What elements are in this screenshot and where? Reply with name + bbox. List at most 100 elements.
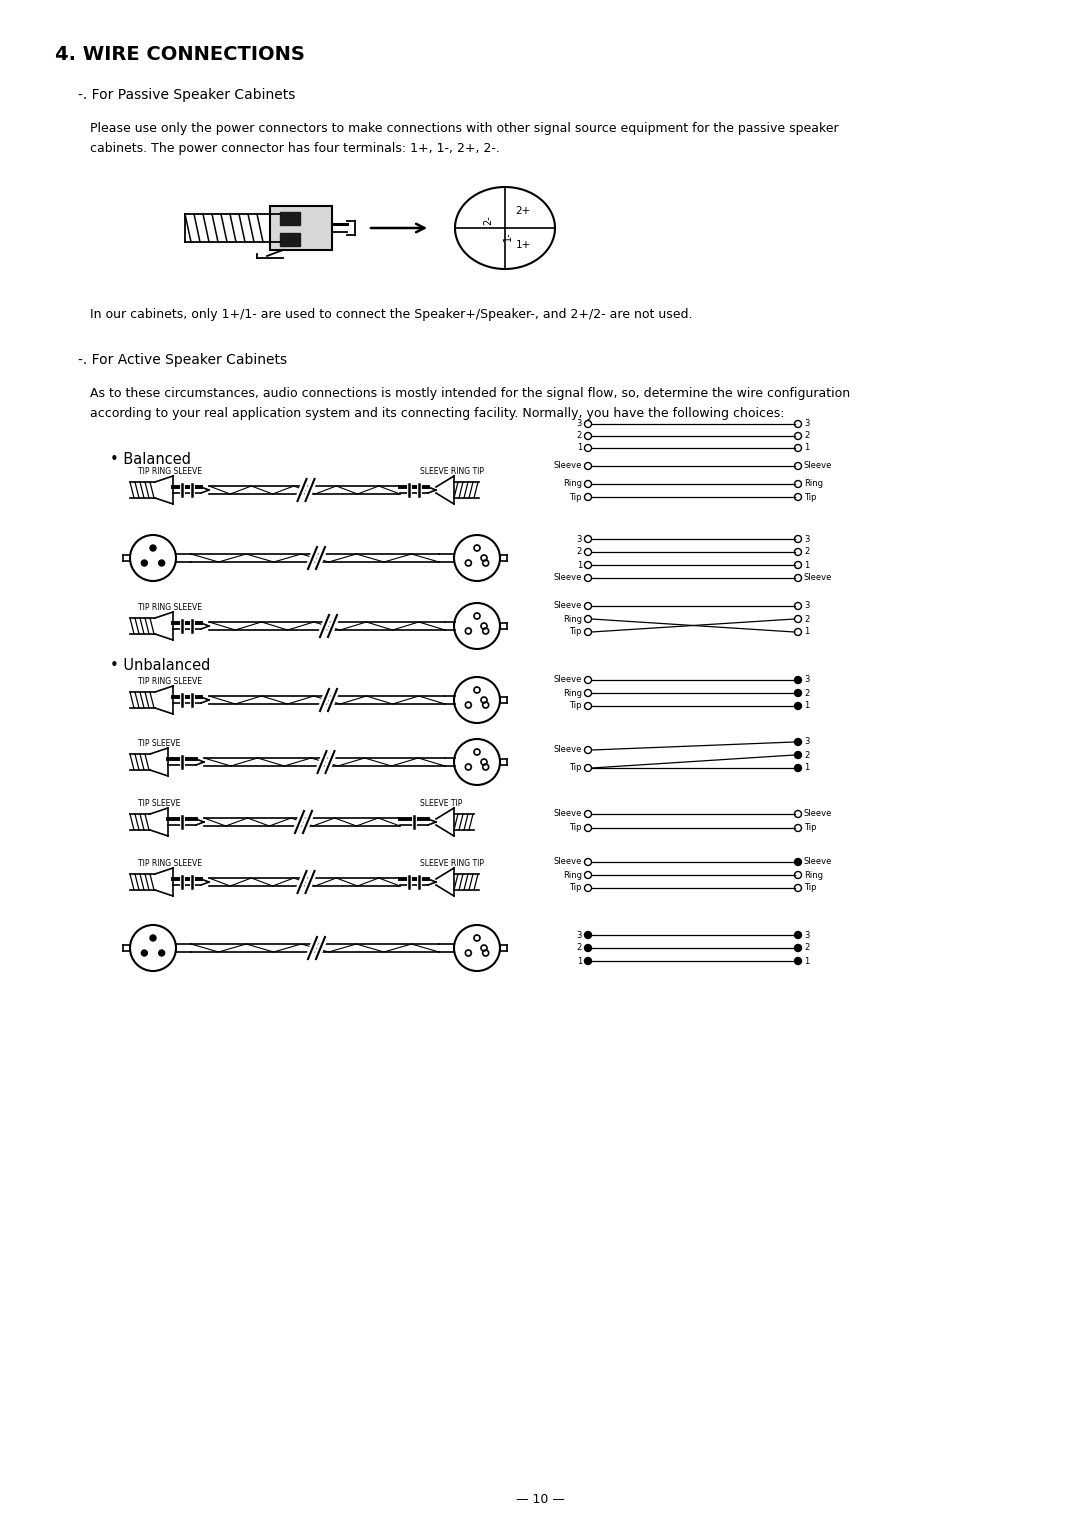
Text: TIP SLEEVE: TIP SLEEVE [138,799,180,808]
Text: Tip: Tip [804,493,816,501]
Bar [280,234,300,246]
Circle shape [795,957,801,965]
Circle shape [795,690,801,696]
Text: according to your real application system and its connecting facility. Normally,: according to your real application syste… [90,408,784,420]
Text: Ring: Ring [804,870,823,880]
Text: In our cabinets, only 1+/1- are used to connect the Speaker+/Speaker-, and 2+/2-: In our cabinets, only 1+/1- are used to … [90,308,692,321]
Text: -. For Active Speaker Cabinets: -. For Active Speaker Cabinets [78,353,287,366]
Circle shape [141,560,147,567]
Circle shape [795,765,801,771]
Text: 2: 2 [804,432,809,440]
Text: 2: 2 [577,548,582,556]
Circle shape [141,950,147,956]
Text: 2: 2 [804,750,809,759]
Text: Please use only the power connectors to make connections with other signal sourc: Please use only the power connectors to … [90,122,839,134]
Text: 3: 3 [577,534,582,544]
Circle shape [454,534,500,580]
Circle shape [795,858,801,866]
Circle shape [150,935,156,941]
Circle shape [795,676,801,684]
Text: Sleeve: Sleeve [804,574,833,582]
Text: Tip: Tip [569,823,582,832]
Text: TIP RING SLEEVE: TIP RING SLEEVE [138,603,202,612]
Text: 2: 2 [577,944,582,953]
Text: 2: 2 [804,689,809,698]
Text: Tip: Tip [804,884,816,892]
Circle shape [795,751,801,759]
Circle shape [795,945,801,951]
Circle shape [454,739,500,785]
Text: • Balanced: • Balanced [110,452,191,467]
Text: Tip: Tip [569,493,582,501]
Text: 2: 2 [804,944,809,953]
Text: cabinets. The power connector has four terminals: 1+, 1-, 2+, 2-.: cabinets. The power connector has four t… [90,142,500,156]
Text: 3: 3 [804,602,809,611]
Text: Sleeve: Sleeve [554,461,582,470]
Text: Tip: Tip [804,823,816,832]
Text: Sleeve: Sleeve [554,675,582,684]
Circle shape [584,931,592,939]
Text: 1: 1 [804,560,809,570]
Circle shape [454,676,500,722]
Text: 3: 3 [804,534,809,544]
Text: 1: 1 [804,764,809,773]
Text: 2: 2 [804,548,809,556]
Circle shape [795,702,801,710]
Text: 1: 1 [804,701,809,710]
Text: 1: 1 [804,628,809,637]
Text: As to these circumstances, audio connections is mostly intended for the signal f: As to these circumstances, audio connect… [90,386,850,400]
Text: Tip: Tip [569,764,582,773]
Text: 2: 2 [804,614,809,623]
Text: Ring: Ring [563,870,582,880]
Text: 1-: 1- [503,231,513,241]
Text: Sleeve: Sleeve [554,602,582,611]
Text: Sleeve: Sleeve [554,858,582,866]
Text: TIP RING SLEEVE: TIP RING SLEEVE [138,676,202,686]
Text: • Unbalanced: • Unbalanced [110,658,211,673]
Text: 3: 3 [804,420,809,429]
Text: Ring: Ring [563,614,582,623]
Circle shape [159,560,164,567]
Text: 3: 3 [804,675,809,684]
Text: 2: 2 [577,432,582,440]
Text: Tip: Tip [569,628,582,637]
Text: 2+: 2+ [515,206,530,215]
Bar [280,212,300,224]
Text: Ring: Ring [563,479,582,489]
Circle shape [130,925,176,971]
Text: Tip: Tip [569,884,582,892]
Text: Sleeve: Sleeve [804,461,833,470]
Text: 1: 1 [577,443,582,452]
Text: Ring: Ring [804,479,823,489]
Text: 1: 1 [577,560,582,570]
Text: TIP SLEEVE: TIP SLEEVE [138,739,180,748]
Text: TIP RING SLEEVE: TIP RING SLEEVE [138,467,202,476]
Text: SLEEVE RING TIP: SLEEVE RING TIP [420,860,484,867]
Text: Tip: Tip [569,701,582,710]
Text: 1: 1 [804,443,809,452]
Text: SLEEVE RING TIP: SLEEVE RING TIP [420,467,484,476]
Text: SLEEVE TIP: SLEEVE TIP [420,799,462,808]
Text: Ring: Ring [563,689,582,698]
Text: 1+: 1+ [515,240,530,250]
Text: — 10 —: — 10 — [515,1493,565,1506]
Circle shape [795,931,801,939]
Text: 1: 1 [804,956,809,965]
Text: 3: 3 [804,738,809,747]
Text: 4. WIRE CONNECTIONS: 4. WIRE CONNECTIONS [55,44,305,64]
Text: 3: 3 [804,930,809,939]
Circle shape [130,534,176,580]
Text: TIP RING SLEEVE: TIP RING SLEEVE [138,860,202,867]
Circle shape [150,545,156,551]
Bar [270,206,332,250]
Text: Sleeve: Sleeve [804,858,833,866]
Text: Sleeve: Sleeve [554,745,582,754]
Circle shape [454,603,500,649]
Circle shape [584,957,592,965]
Circle shape [454,925,500,971]
Text: Sleeve: Sleeve [804,809,833,818]
Circle shape [584,945,592,951]
Text: Sleeve: Sleeve [554,809,582,818]
Text: Sleeve: Sleeve [554,574,582,582]
Text: -. For Passive Speaker Cabinets: -. For Passive Speaker Cabinets [78,89,295,102]
